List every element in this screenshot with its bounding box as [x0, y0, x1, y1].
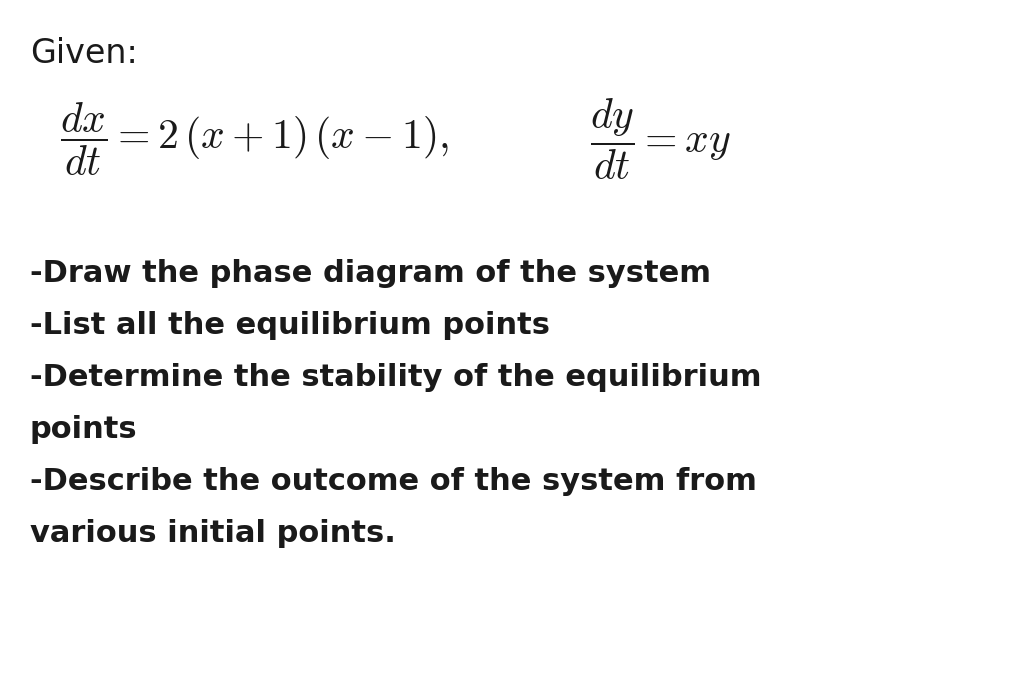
Text: -Describe the outcome of the system from: -Describe the outcome of the system from — [30, 467, 757, 496]
Text: -Draw the phase diagram of the system: -Draw the phase diagram of the system — [30, 259, 711, 288]
Text: -List all the equilibrium points: -List all the equilibrium points — [30, 311, 550, 340]
Text: $\dfrac{dy}{dt} = xy$: $\dfrac{dy}{dt} = xy$ — [590, 96, 731, 181]
Text: various initial points.: various initial points. — [30, 519, 396, 548]
Text: -Determine the stability of the equilibrium: -Determine the stability of the equilibr… — [30, 363, 762, 392]
Text: $\dfrac{dx}{dt} = 2\,(x + 1)\,(x - 1),$: $\dfrac{dx}{dt} = 2\,(x + 1)\,(x - 1),$ — [60, 100, 449, 177]
Text: Given:: Given: — [30, 37, 138, 70]
Text: points: points — [30, 415, 137, 444]
